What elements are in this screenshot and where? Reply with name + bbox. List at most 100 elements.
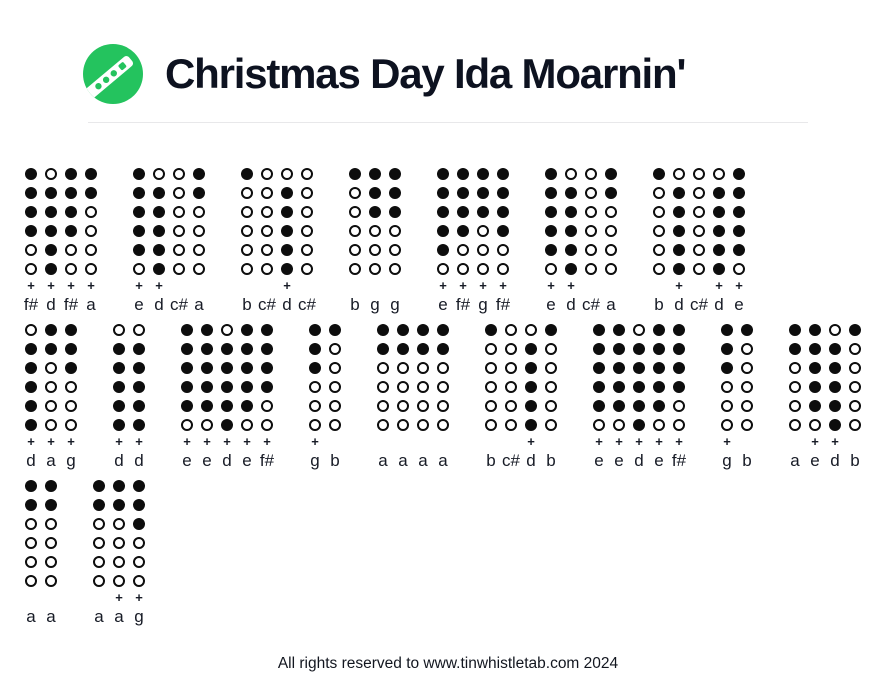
hole-filled-icon	[281, 225, 293, 237]
hole-open-icon	[457, 244, 469, 256]
hole-open-icon	[45, 537, 57, 549]
note-label: d	[714, 295, 724, 314]
hole-open-icon	[605, 263, 617, 275]
hole-filled-icon	[633, 400, 645, 412]
hole-filled-icon	[713, 225, 725, 237]
hole-open-icon	[497, 263, 509, 275]
hole-open-icon	[545, 400, 557, 412]
hole-open-icon	[193, 244, 205, 256]
note-label: e	[182, 451, 192, 470]
note-column: + a	[113, 480, 125, 626]
hole-open-icon	[849, 343, 861, 355]
note-group: b + d c# + d + e	[653, 168, 745, 314]
note-column: + d	[281, 168, 293, 314]
octave-plus-mark: +	[223, 434, 231, 449]
hole-filled-icon	[65, 168, 77, 180]
hole-filled-icon	[133, 400, 145, 412]
hole-column	[673, 324, 685, 431]
hole-column	[457, 168, 469, 275]
hole-filled-icon	[201, 381, 213, 393]
hole-open-icon	[437, 263, 449, 275]
note-column: + d	[25, 324, 37, 470]
hole-filled-icon	[377, 343, 389, 355]
note-column: + d	[133, 324, 145, 470]
note-column: a	[437, 324, 449, 470]
hole-filled-icon	[181, 324, 193, 336]
note-label: f#	[495, 295, 511, 314]
note-column: b	[849, 324, 861, 470]
hole-filled-icon	[113, 499, 125, 511]
hole-filled-icon	[497, 187, 509, 199]
hole-filled-icon	[525, 381, 537, 393]
note-column: + f#	[63, 168, 79, 314]
hole-column	[505, 324, 517, 431]
octave-plus-mark: +	[311, 434, 319, 449]
hole-filled-icon	[525, 419, 537, 431]
note-label: a	[194, 295, 204, 314]
hole-column	[241, 168, 253, 275]
note-label: e	[546, 295, 556, 314]
note-column: c#	[170, 168, 188, 314]
hole-column	[153, 168, 165, 275]
hole-column	[545, 324, 557, 431]
hole-open-icon	[25, 324, 37, 336]
hole-filled-icon	[713, 263, 725, 275]
hole-open-icon	[377, 381, 389, 393]
hole-filled-icon	[65, 324, 77, 336]
hole-open-icon	[585, 225, 597, 237]
hole-filled-icon	[65, 187, 77, 199]
hole-filled-icon	[201, 400, 213, 412]
hole-open-icon	[377, 362, 389, 374]
hole-open-icon	[693, 263, 705, 275]
hole-open-icon	[505, 419, 517, 431]
hole-filled-icon	[45, 263, 57, 275]
octave-plus-mark: +	[47, 434, 55, 449]
note-label: a	[398, 451, 408, 470]
note-column: + e	[653, 324, 665, 470]
note-group: + e + f# + g + f#	[437, 168, 511, 314]
hole-filled-icon	[45, 499, 57, 511]
hole-column	[221, 324, 233, 431]
hole-open-icon	[25, 263, 37, 275]
hole-filled-icon	[733, 225, 745, 237]
hole-column	[181, 324, 193, 431]
hole-column	[113, 480, 125, 587]
hole-column	[397, 324, 409, 431]
hole-open-icon	[241, 206, 253, 218]
hole-column	[713, 168, 725, 275]
hole-open-icon	[309, 419, 321, 431]
note-column: + d	[565, 168, 577, 314]
hole-filled-icon	[457, 168, 469, 180]
note-column: + f#	[260, 324, 274, 470]
hole-open-icon	[389, 244, 401, 256]
note-label: f#	[63, 295, 79, 314]
hole-open-icon	[25, 244, 37, 256]
hole-filled-icon	[485, 324, 497, 336]
hole-column	[241, 324, 253, 431]
note-label: c#	[170, 295, 188, 314]
hole-filled-icon	[545, 187, 557, 199]
note-label: a	[94, 607, 104, 626]
note-group: + e + e + d + e + f#	[593, 324, 686, 470]
hole-open-icon	[193, 263, 205, 275]
hole-open-icon	[349, 244, 361, 256]
note-column: + d	[153, 168, 165, 314]
hole-filled-icon	[281, 187, 293, 199]
hole-column	[45, 480, 57, 587]
hole-open-icon	[193, 225, 205, 237]
hole-filled-icon	[221, 381, 233, 393]
hole-open-icon	[133, 537, 145, 549]
hole-open-icon	[45, 400, 57, 412]
hole-filled-icon	[829, 362, 841, 374]
octave-plus-mark: +	[459, 278, 467, 293]
hole-open-icon	[93, 518, 105, 530]
hole-open-icon	[369, 263, 381, 275]
hole-filled-icon	[389, 187, 401, 199]
note-label: c#	[502, 451, 520, 470]
hole-filled-icon	[25, 343, 37, 355]
hole-open-icon	[93, 575, 105, 587]
hole-open-icon	[301, 168, 313, 180]
hole-column	[605, 168, 617, 275]
